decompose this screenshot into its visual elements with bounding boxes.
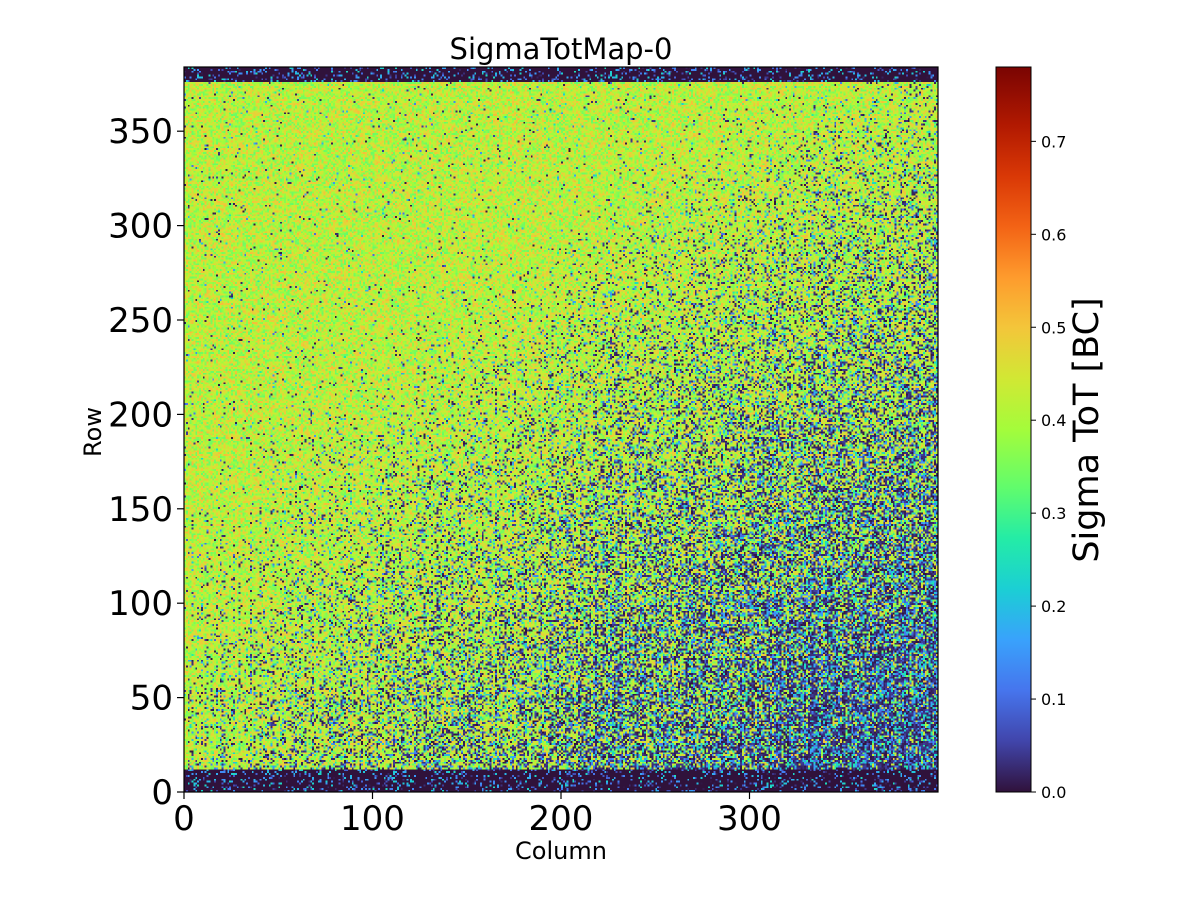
colorbar-frame [995,66,1032,793]
x-tick-label: 0 [173,799,195,839]
colorbar-tick-label: 0.4 [1041,411,1066,430]
colorbar-tick-label: 0.2 [1041,597,1066,616]
y-axis-label: Row [79,407,107,457]
colorbar-tick-label: 0.1 [1041,690,1066,709]
y-tick-label: 150 [108,490,173,530]
y-tick-label: 250 [108,301,173,341]
x-axis-ticks: 0 100 200 300 [173,792,782,839]
y-tick-label: 200 [108,395,173,435]
colorbar-ticks: 0.0 0.1 0.2 0.3 0.4 0.5 0.6 0.7 [1031,132,1066,802]
y-tick-label: 0 [151,773,173,813]
x-axis-label: Column [515,837,607,865]
y-tick-label: 50 [130,679,173,719]
colorbar-tick-label: 0.6 [1041,225,1066,244]
x-tick-label: 200 [529,799,594,839]
chart-title: SigmaTotMap-0 [450,32,673,66]
colorbar: 0.0 0.1 0.2 0.3 0.4 0.5 0.6 0.7 Sigma ToT [BC] [995,66,1107,802]
y-tick-label: 300 [108,207,173,247]
colorbar-tick-label: 0.3 [1041,504,1066,523]
colorbar-tick-label: 0.7 [1041,132,1066,151]
heatmap-image [184,67,938,792]
y-axis-ticks: 0 50 100 150 200 250 300 350 [108,112,184,813]
colorbar-label: Sigma ToT [BC] [1067,297,1107,562]
x-tick-label: 300 [717,799,782,839]
colorbar-tick-label: 0.0 [1041,783,1066,802]
x-tick-label: 100 [340,799,405,839]
colorbar-gradient [996,67,1031,792]
heatmap-plot-area [183,66,939,793]
colorbar-tick-label: 0.5 [1041,318,1066,337]
y-tick-label: 350 [108,112,173,152]
y-tick-label: 100 [108,584,173,624]
